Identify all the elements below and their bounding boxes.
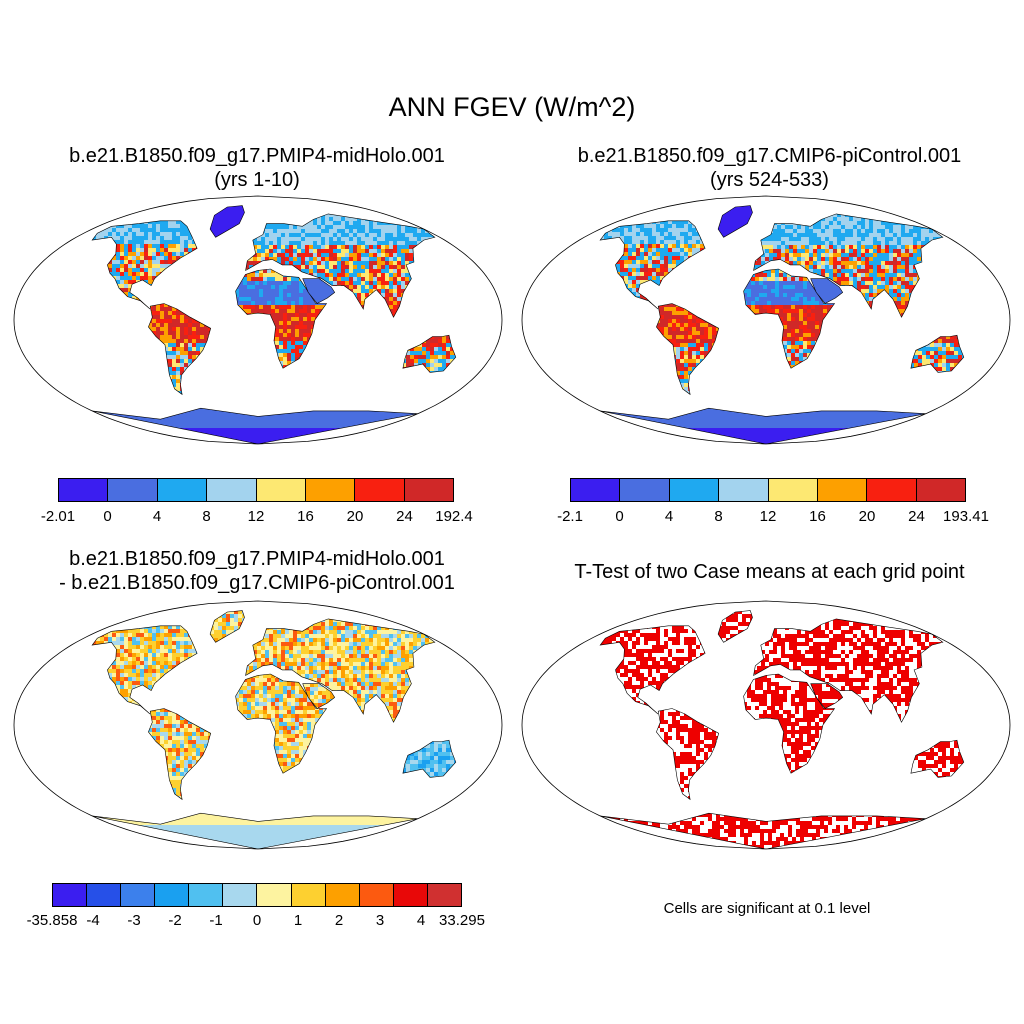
colorbar-swatch [155, 884, 190, 906]
colorbar-tick-label: 4 [416, 912, 426, 929]
colorbar-swatch [427, 884, 461, 906]
colorbar-swatch [207, 479, 257, 501]
colorbar-diff-labels: -35.858 -4 -3 -2 -1 0 1 2 3 4 33.295 [27, 912, 485, 932]
colorbar-case1 [58, 478, 454, 502]
colorbar-case2 [570, 478, 966, 502]
colorbar-swatch [291, 884, 326, 906]
panel-ttest-title: T-Test of two Case means at each grid po… [574, 561, 965, 583]
colorbar-swatch [669, 479, 720, 501]
colorbar-swatch [355, 479, 405, 501]
colorbar-tick-label: 0 [103, 508, 112, 525]
colorbar-swatch [393, 884, 428, 906]
colorbar-tick-label: -2.01 [40, 508, 76, 525]
panel-diff-title: b.e21.B1850.f09_g17.PMIP4-midHolo.001 - … [12, 547, 502, 595]
colorbar-swatch [916, 479, 965, 501]
colorbar-swatch [256, 479, 306, 501]
colorbar-tick-label: 8 [202, 508, 211, 525]
colorbar-tick-label: 4 [664, 508, 674, 525]
colorbar-tick-label: 0 [615, 508, 624, 525]
colorbar-tick-label: 20 [858, 508, 876, 525]
colorbar-swatch [121, 884, 156, 906]
panel-case1-title-line2: (yrs 1-10) [214, 169, 300, 191]
map-diff [13, 600, 503, 850]
colorbar-tick-label: 33.295 [439, 912, 485, 929]
colorbar-tick-label: 193.41 [943, 508, 989, 525]
colorbar-diff [52, 883, 462, 907]
colorbar-tick-label: -2 [168, 912, 182, 929]
panel-case1-title: b.e21.B1850.f09_g17.PMIP4-midHolo.001 (y… [12, 144, 502, 192]
colorbar-tick-label: -1 [209, 912, 223, 929]
colorbar-swatch [223, 884, 258, 906]
colorbar-swatch [53, 884, 88, 906]
colorbar-tick-label: -35.858 [26, 912, 78, 929]
colorbar-swatch [87, 884, 122, 906]
colorbar-tick-label: 12 [759, 508, 777, 525]
colorbar-case1-labels: -2.01 0 4 8 12 16 20 24 192.4 [41, 508, 473, 528]
colorbar-tick-label: 16 [809, 508, 826, 525]
colorbar-swatch [719, 479, 769, 501]
colorbar-swatch [189, 884, 224, 906]
colorbar-tick-label: 20 [346, 508, 364, 525]
colorbar-tick-label: 0 [252, 912, 262, 929]
map-case2 [521, 195, 1011, 445]
colorbar-swatch [571, 479, 621, 501]
colorbar-tick-label: 192.4 [435, 508, 473, 525]
panel-diff-title-line2: - b.e21.B1850.f09_g17.CMIP6-piControl.00… [59, 572, 455, 594]
figure-title: ANN FGEV (W/m^2) [388, 92, 636, 122]
colorbar-swatch [359, 884, 394, 906]
colorbar-swatch [59, 479, 109, 501]
colorbar-tick-label: 3 [375, 912, 385, 929]
map-ttest [521, 600, 1011, 850]
colorbar-swatch [620, 479, 670, 501]
colorbar-swatch [325, 884, 360, 906]
colorbar-tick-label: 16 [297, 508, 314, 525]
colorbar-tick-label: -2.1 [557, 508, 583, 525]
colorbar-tick-label: 1 [293, 912, 303, 929]
ttest-note: Cells are significant at 0.1 level [663, 900, 871, 917]
panel-case2-title: b.e21.B1850.f09_g17.CMIP6-piControl.001 … [522, 144, 1017, 192]
map-case1 [13, 195, 503, 445]
colorbar-swatch [768, 479, 818, 501]
colorbar-tick-label: 24 [908, 508, 925, 525]
colorbar-tick-label: 8 [714, 508, 723, 525]
panel-case1-title-line1: b.e21.B1850.f09_g17.PMIP4-midHolo.001 [69, 145, 445, 167]
colorbar-tick-label: -4 [86, 912, 100, 929]
colorbar-tick-label: 24 [396, 508, 413, 525]
panel-case2-title-line2: (yrs 524-533) [710, 169, 829, 191]
colorbar-swatch [257, 884, 292, 906]
colorbar-case2-labels: -2.1 0 4 8 12 16 20 24 193.41 [557, 508, 989, 528]
colorbar-tick-label: 2 [334, 912, 344, 929]
colorbar-swatch [817, 479, 868, 501]
colorbar-tick-label: -3 [127, 912, 141, 929]
panel-case2-title-line1: b.e21.B1850.f09_g17.CMIP6-piControl.001 [577, 145, 962, 167]
panel-diff-title-line1: b.e21.B1850.f09_g17.PMIP4-midHolo.001 [69, 548, 445, 570]
colorbar-tick-label: 4 [152, 508, 162, 525]
colorbar-swatch [157, 479, 208, 501]
colorbar-swatch [108, 479, 158, 501]
colorbar-swatch [305, 479, 356, 501]
colorbar-tick-label: 12 [247, 508, 265, 525]
colorbar-swatch [867, 479, 917, 501]
colorbar-swatch [404, 479, 453, 501]
